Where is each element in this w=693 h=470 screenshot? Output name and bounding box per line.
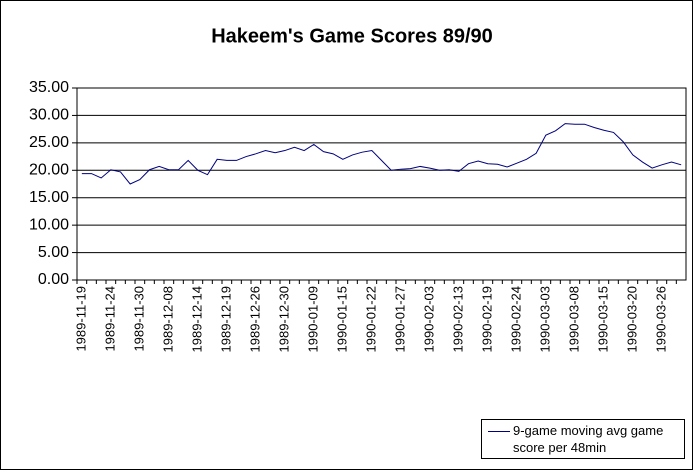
x-tick-label: 1990-01-27 bbox=[392, 286, 407, 353]
x-tick-label: 1989-11-19 bbox=[73, 286, 88, 352]
y-tick-label: 10.00 bbox=[29, 216, 69, 233]
x-tick-label: 1990-01-15 bbox=[334, 286, 349, 353]
x-tick-label: 1990-03-20 bbox=[624, 286, 639, 353]
x-tick-label: 1989-12-26 bbox=[247, 286, 262, 353]
x-tick-label: 1990-03-03 bbox=[537, 286, 552, 353]
x-tick-label: 1990-02-13 bbox=[450, 286, 465, 353]
data-line bbox=[81, 123, 682, 185]
x-tick-label: 1990-02-03 bbox=[421, 286, 436, 353]
x-tick-label: 1990-03-08 bbox=[566, 286, 581, 353]
x-tick-label: 1989-12-08 bbox=[160, 286, 175, 353]
x-tick-label: 1989-12-14 bbox=[189, 286, 204, 353]
x-tick-label: 1990-01-09 bbox=[305, 286, 320, 353]
chart-title: Hakeem's Game Scores 89/90 bbox=[211, 25, 493, 47]
plot-area bbox=[76, 87, 687, 281]
x-tick-label: 1989-11-24 bbox=[102, 286, 117, 352]
y-tick-label: 35.00 bbox=[29, 79, 69, 96]
x-tick-label: 1990-03-15 bbox=[595, 286, 610, 353]
x-tick-label: 1989-11-30 bbox=[131, 286, 146, 352]
y-tick-label: 15.00 bbox=[29, 189, 69, 206]
x-tick-label: 1990-01-22 bbox=[363, 286, 378, 353]
y-tick-label: 0.00 bbox=[38, 271, 69, 288]
x-tick-label: 1989-12-30 bbox=[276, 286, 291, 353]
legend-label: 9-game moving avg game score per 48min bbox=[513, 423, 664, 455]
x-tick-label: 1990-02-24 bbox=[508, 286, 523, 353]
x-tick-label: 1990-03-26 bbox=[653, 286, 668, 353]
y-tick-label: 25.00 bbox=[29, 134, 69, 151]
x-tick-label: 1990-02-19 bbox=[479, 286, 494, 353]
x-tick-label: 1989-12-19 bbox=[218, 286, 233, 353]
legend-swatch bbox=[488, 431, 510, 432]
y-tick-label: 5.00 bbox=[38, 244, 69, 261]
y-tick-label: 20.00 bbox=[29, 162, 69, 179]
legend: 9-game moving avg game score per 48min bbox=[481, 419, 685, 459]
y-tick-label: 30.00 bbox=[29, 107, 69, 124]
